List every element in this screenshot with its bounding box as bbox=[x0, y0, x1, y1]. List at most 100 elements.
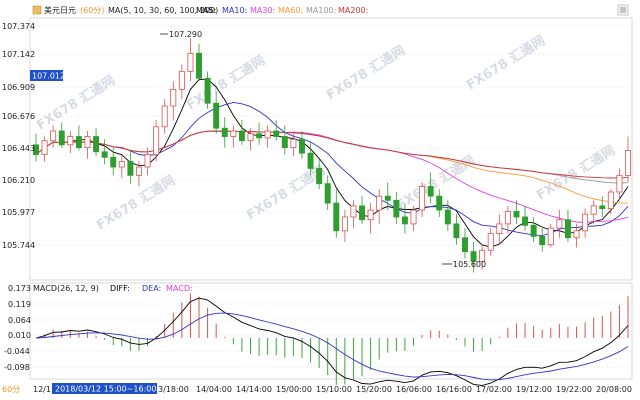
ma-title: MA(5, 10, 30, 60, 100, 200) bbox=[108, 6, 218, 15]
time-label: 17/02:00 bbox=[476, 385, 512, 394]
ma30-label: MA30: bbox=[250, 6, 275, 15]
macd-tick: -0.098 bbox=[4, 363, 30, 372]
price-tick: 107.142 bbox=[2, 50, 35, 59]
candle-body bbox=[144, 154, 151, 168]
time-label: 19/12:00 bbox=[516, 385, 552, 394]
time-label: 3/18:00 bbox=[158, 385, 189, 394]
candle-body bbox=[307, 152, 314, 169]
candle-body bbox=[582, 213, 589, 232]
ma5-label: MA5: bbox=[196, 6, 216, 15]
candle-body bbox=[453, 223, 460, 239]
candle-body bbox=[75, 136, 82, 149]
low-annotation: 105.600 bbox=[442, 260, 486, 269]
time-label: 16/06:00 bbox=[396, 385, 432, 394]
time-label: 15/00:00 bbox=[276, 385, 312, 394]
candle-body bbox=[462, 237, 468, 253]
candle-body bbox=[256, 133, 263, 139]
candle-body bbox=[84, 136, 91, 149]
time-label: 14/04:00 bbox=[196, 385, 232, 394]
ma100-label: MA100: bbox=[306, 6, 336, 15]
candle-body bbox=[324, 183, 331, 204]
candle-body bbox=[359, 205, 366, 221]
macd-plot bbox=[35, 293, 629, 386]
candle-body bbox=[67, 136, 74, 146]
ma10-label: MA10: bbox=[222, 6, 247, 15]
candle-body bbox=[153, 126, 160, 155]
macd-tick: -0.044 bbox=[4, 347, 30, 356]
candle-body bbox=[410, 209, 417, 225]
time-label: 12/1 bbox=[33, 385, 51, 394]
candle-body bbox=[187, 52, 194, 72]
macd-tick: 0.010 bbox=[8, 331, 31, 340]
candle-body bbox=[290, 138, 297, 149]
current-price-label: 107.012 bbox=[32, 72, 65, 81]
macd-diff-label: DIFF: bbox=[110, 284, 130, 293]
time-label: 14/14:00 bbox=[236, 385, 272, 394]
macd-title: MACD(26, 12, 9) bbox=[33, 284, 99, 293]
candle-body bbox=[384, 195, 391, 201]
bottom-period-label: 60分 bbox=[2, 385, 20, 394]
ma10-line bbox=[35, 101, 629, 237]
candle-body bbox=[178, 70, 185, 90]
candle-body bbox=[539, 235, 546, 246]
price-tick: 106.443 bbox=[2, 144, 35, 153]
header-color-square bbox=[32, 5, 42, 15]
price-tick: 105.744 bbox=[2, 241, 35, 250]
candle-body bbox=[616, 174, 623, 193]
candle-body bbox=[556, 219, 563, 229]
candle-body bbox=[376, 195, 383, 211]
ma60-label: MA60: bbox=[278, 6, 303, 15]
ma200-label: MA200: bbox=[338, 6, 368, 15]
candle-body bbox=[118, 161, 125, 168]
candle-body bbox=[298, 138, 305, 154]
time-label: 16/16:00 bbox=[436, 385, 472, 394]
low-label: 105.600 bbox=[453, 260, 486, 269]
price-panel-frame bbox=[29, 17, 633, 281]
time-tooltip: 2018/03/12 15:00~16:00 bbox=[55, 385, 156, 394]
candle-body bbox=[127, 161, 134, 176]
time-tooltip-box bbox=[52, 383, 157, 394]
candle-body bbox=[196, 52, 202, 79]
candle-body bbox=[547, 227, 554, 246]
macd-tick: 0.173 bbox=[8, 284, 31, 293]
high-label: 107.290 bbox=[169, 30, 202, 39]
macd-dea-line bbox=[35, 312, 629, 381]
macd-panel-frame bbox=[29, 282, 633, 380]
price-tick: 106.210 bbox=[2, 176, 35, 185]
candle-body bbox=[41, 140, 48, 155]
time-label: 20/08:00 bbox=[596, 385, 632, 394]
candle-body bbox=[273, 130, 280, 137]
candle-body bbox=[367, 209, 374, 221]
macd-macd-label: MACD: bbox=[166, 284, 193, 293]
candle-body bbox=[230, 130, 237, 137]
candle-body bbox=[204, 77, 211, 104]
candle-body bbox=[590, 205, 597, 215]
high-annotation: 107.290 bbox=[160, 30, 202, 39]
candle-body bbox=[221, 127, 228, 137]
candle-body bbox=[264, 130, 271, 139]
macd-dea-label: DEA: bbox=[142, 284, 161, 293]
macd-legend: MACD(26, 12, 9) DIFF: DEA: MACD: bbox=[33, 284, 193, 293]
candle-body bbox=[33, 144, 39, 155]
moving-averages bbox=[35, 78, 629, 248]
price-tick: 107.374 bbox=[2, 22, 35, 31]
macd-tick: 0.119 bbox=[8, 300, 31, 309]
candles bbox=[33, 38, 631, 273]
candle-body bbox=[101, 151, 108, 158]
period-label: (60分) bbox=[80, 6, 104, 15]
candle-body bbox=[599, 205, 606, 210]
candle-body bbox=[436, 195, 443, 211]
candle-body bbox=[419, 186, 426, 211]
candle-body bbox=[341, 216, 348, 232]
symbol-label: 美元日元 bbox=[44, 5, 76, 15]
candle-body bbox=[522, 216, 529, 226]
candle-body bbox=[93, 136, 100, 153]
settings-icon[interactable] bbox=[617, 4, 629, 16]
time-label: 15/10:00 bbox=[316, 385, 352, 394]
time-label: 15/20:00 bbox=[356, 385, 392, 394]
candle-body bbox=[170, 88, 177, 107]
candle-body bbox=[350, 205, 357, 218]
macd-axis: 0.173 0.119 0.064 0.010 -0.044 -0.098 bbox=[4, 284, 31, 372]
candle-body bbox=[247, 133, 254, 142]
